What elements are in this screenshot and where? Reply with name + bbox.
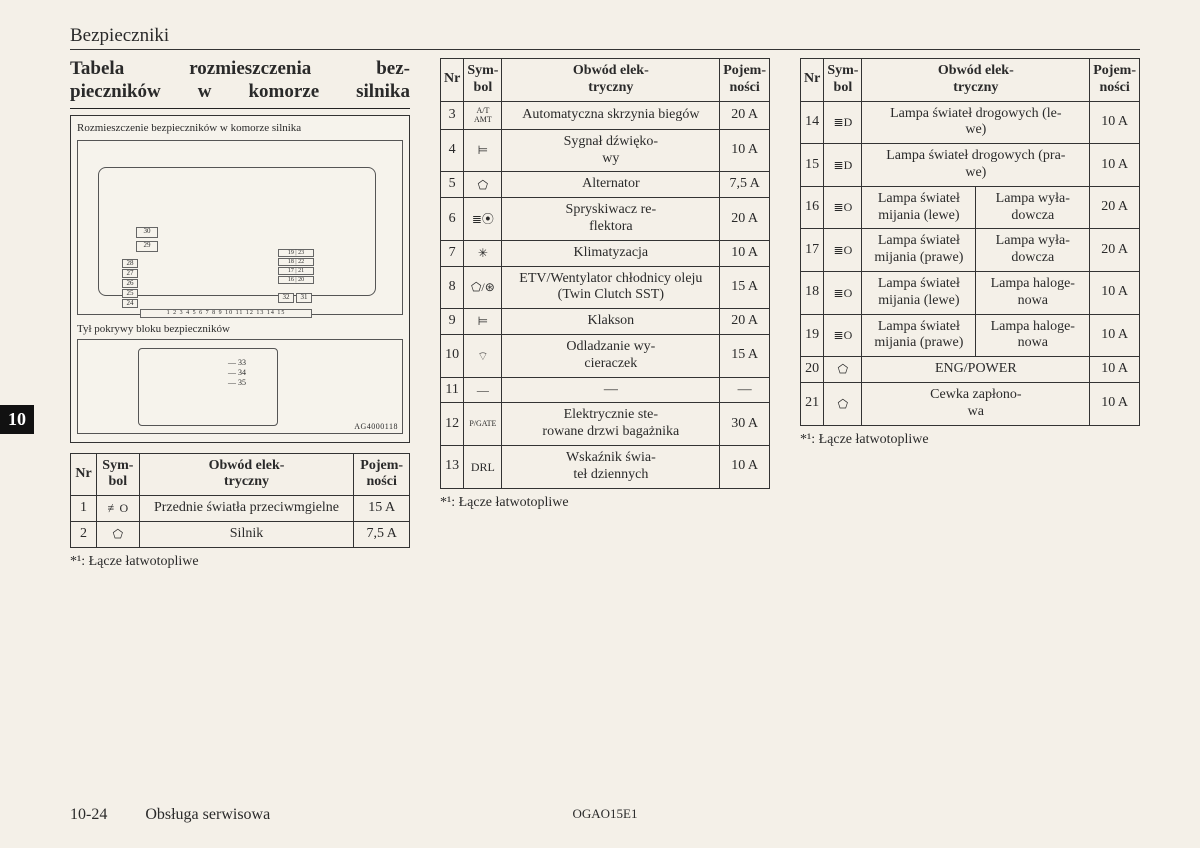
- table-row: 11———: [441, 377, 770, 403]
- fuse-diagram-box: Rozmieszczenie bezpieczników w komorze s…: [70, 115, 410, 443]
- diagram-code: AG4000118: [354, 422, 398, 431]
- page-header: Bezpieczniki: [70, 25, 1140, 50]
- page-number: 10-24: [70, 806, 107, 824]
- footnote: *¹: Łącze łatwotopliwe: [70, 554, 410, 570]
- col-nr: Nr: [71, 453, 97, 496]
- diagram-caption-2: Tył pokrywy bloku bezpieczników: [77, 323, 403, 335]
- page-footer: 10-24 Obsługa serwisowa OGAO15E1: [70, 806, 1140, 824]
- table-row: 17≣OLampa świateł mijania (prawe)Lampa w…: [801, 229, 1140, 272]
- table-row: 1≢O Przednie światła przeciwmgielne15 A: [71, 496, 410, 522]
- table-row: 20⬠ENG/POWER10 A: [801, 357, 1140, 383]
- col-poj: Pojem- ności: [720, 59, 770, 102]
- table-row: 15≣DLampa świateł drogowych (pra- we)10 …: [801, 144, 1140, 187]
- col-nr: Nr: [801, 59, 824, 102]
- section-title: Tabela rozmieszczenia bez- pieczników w …: [70, 58, 410, 109]
- col-poj: Pojem- ności: [1090, 59, 1140, 102]
- table-row: 9⊨Klakson20 A: [441, 309, 770, 335]
- table-row: 4⊨Sygnał dźwięko- wy10 A: [441, 129, 770, 172]
- cover-diagram: — 33 — 34 — 35 AG4000118: [77, 339, 403, 434]
- col-obw: Obwód elek- tryczny: [139, 453, 354, 496]
- col-obw: Obwód elek- tryczny: [862, 59, 1090, 102]
- table-row: 5⬠Alternator7,5 A: [441, 172, 770, 198]
- diagram-caption-1: Rozmieszczenie bezpieczników w komorze s…: [77, 122, 403, 134]
- fuse-table-2: Nr Sym- bol Obwód elek- tryczny Pojem- n…: [440, 58, 770, 489]
- table-row: 7✳Klimatyzacja10 A: [441, 240, 770, 266]
- footnote: *¹: Łącze łatwotopliwe: [440, 495, 770, 511]
- title-line-2: pieczników w komorze silnika: [70, 81, 410, 102]
- title-line-1: Tabela rozmieszczenia bez-: [70, 58, 410, 79]
- col-nr: Nr: [441, 59, 464, 102]
- col-obw: Obwód elek- tryczny: [502, 59, 720, 102]
- table-row: 19≣OLampa świateł mijania (prawe)Lampa h…: [801, 314, 1140, 357]
- col-sym: Sym- bol: [464, 59, 502, 102]
- manual-page: Bezpieczniki Tabela rozmieszczenia bez- …: [0, 0, 1200, 590]
- table-row: 18≣OLampa świateł mijania (lewe)Lampa ha…: [801, 271, 1140, 314]
- table-row: 10⌔Odladzanie wy- cieraczek15 A: [441, 334, 770, 377]
- table-row: 12P/GATEElektrycznie ste- rowane drzwi b…: [441, 403, 770, 446]
- fuse-table-1: Nr Sym- bol Obwód elek- tryczny Pojem- n…: [70, 453, 410, 548]
- doc-code: OGAO15E1: [573, 806, 638, 822]
- fuse-layout-diagram: 30 29 28 27 26 25 24 19 | 23 18 | 22 17 …: [77, 140, 403, 315]
- table-row: 16≣OLampa świateł mijania (lewe)Lampa wy…: [801, 186, 1140, 229]
- footnote: *¹: Łącze łatwotopliwe: [800, 432, 1140, 448]
- table-row: 13DRLWskaźnik świa- teł dziennych10 A: [441, 445, 770, 488]
- fuse-table-3: Nr Sym- bol Obwód elek- tryczny Pojem- n…: [800, 58, 1140, 426]
- table-row: 8⬠/⊛ETV/Wentylator chłodnicy oleju (Twin…: [441, 266, 770, 309]
- col-sym: Sym- bol: [824, 59, 862, 102]
- footer-section: Obsługa serwisowa: [145, 806, 270, 824]
- table-row: 21⬠Cewka zapłono- wa10 A: [801, 382, 1140, 425]
- table-row: 14≣DLampa świateł drogowych (le- we)10 A: [801, 101, 1140, 144]
- col-sym: Sym- bol: [97, 453, 140, 496]
- table-row: 6≣⦿Spryskiwacz re- flektora20 A: [441, 198, 770, 241]
- col-poj: Pojem- ności: [354, 453, 410, 496]
- table-row: 2⬠ Silnik7,5 A: [71, 521, 410, 547]
- table-row: 3A/T AMTAutomatyczna skrzynia biegów20 A: [441, 101, 770, 129]
